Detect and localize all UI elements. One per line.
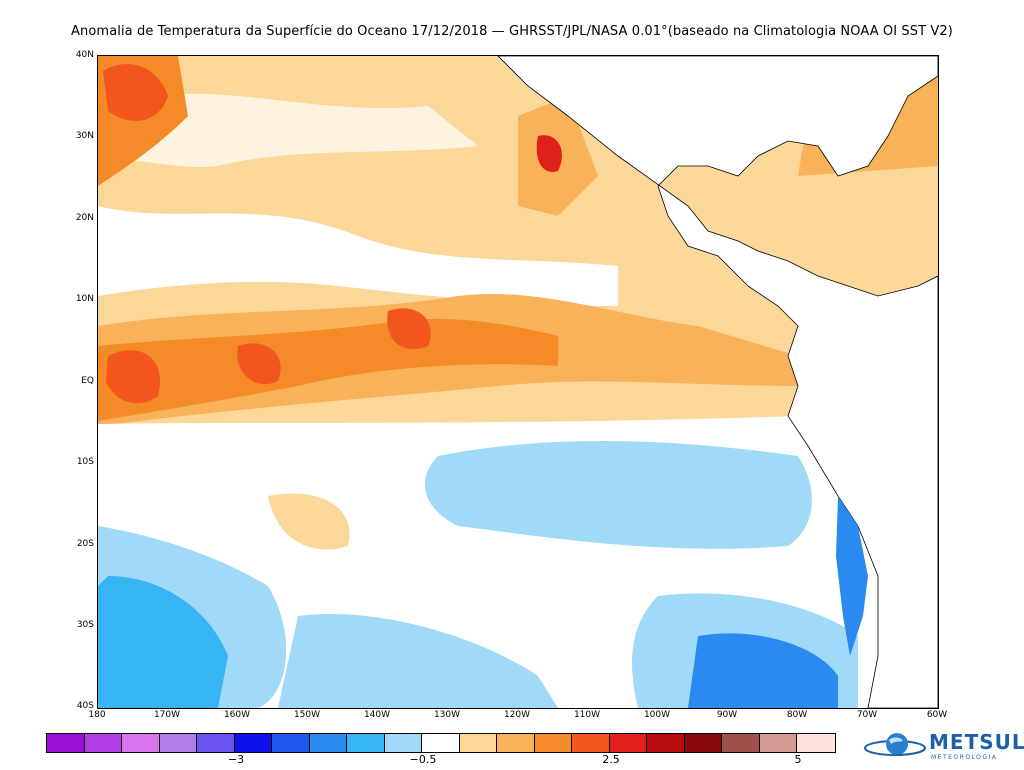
metsul-logo: METSUL METEOROLOGIA: [857, 728, 1024, 764]
colorbar-swatch: [534, 734, 572, 752]
lat-tick-label: 40N: [75, 50, 94, 60]
logo-text: METSUL: [929, 730, 1024, 754]
logo-subtext: METEOROLOGIA: [931, 754, 998, 761]
lon-tick-label: 60W: [926, 710, 948, 720]
strong-warm-spot: [237, 343, 281, 385]
lon-tick-label: 180: [88, 710, 106, 720]
lon-tick-label: 100W: [643, 710, 671, 720]
cool-anomaly-region: [424, 441, 812, 549]
neutral-region: [98, 206, 618, 306]
colorbar-swatch: [609, 734, 647, 752]
cool-anomaly-core: [98, 576, 228, 708]
colorbar-swatch: [572, 734, 610, 752]
colorbar-swatch: [459, 734, 497, 752]
warm-anomaly-core: [98, 318, 558, 421]
lon-tick-label: 160W: [223, 710, 251, 720]
lon-tick-label: 170W: [153, 710, 181, 720]
lat-tick-label: 30S: [76, 620, 94, 630]
globe-icon: [864, 733, 926, 756]
colorbar-label: −3: [227, 753, 245, 766]
strong-warm-spot: [536, 135, 562, 172]
colorbar-label: 2.5: [602, 753, 620, 766]
colorbar-swatch: [197, 734, 235, 752]
lat-tick-label: 30N: [75, 131, 94, 141]
colorbar-swatch: [384, 734, 422, 752]
colorbar-swatch: [759, 734, 797, 752]
lon-tick-label: 80W: [786, 710, 808, 720]
lat-tick-label: EQ: [81, 376, 94, 386]
color-scale-bar: [46, 733, 836, 753]
cool-anomaly-region: [278, 614, 558, 708]
colorbar-swatch: [722, 734, 760, 752]
strong-warm-spot: [106, 350, 160, 404]
colorbar-swatch: [84, 734, 122, 752]
lon-tick-label: 70W: [856, 710, 878, 720]
cool-anomaly-core: [688, 633, 838, 708]
colorbar-swatch: [647, 734, 685, 752]
colorbar-label: −0.5: [409, 753, 437, 766]
lat-tick-label: 10S: [76, 457, 94, 467]
lon-tick-label: 110W: [573, 710, 601, 720]
land-mass: [497, 56, 938, 708]
warm-anomaly-patch: [268, 493, 350, 550]
lon-tick-label: 90W: [716, 710, 738, 720]
lat-tick-label: 10N: [75, 294, 94, 304]
colorbar-swatch: [272, 734, 310, 752]
colorbar-swatch: [497, 734, 535, 752]
coastal-cool-strip: [836, 496, 868, 656]
lat-tick-label: 20N: [75, 213, 94, 223]
neutral-region: [98, 93, 478, 168]
map-title: Anomalia de Temperatura da Superfície do…: [71, 24, 953, 39]
lat-tick-label: 20S: [76, 539, 94, 549]
strong-warm-spot: [103, 64, 168, 121]
lon-tick-label: 130W: [433, 710, 461, 720]
colorbar-swatch: [797, 734, 835, 752]
sst-anomaly-field: [98, 56, 938, 708]
colorbar-swatch: [159, 734, 197, 752]
lon-tick-label: 150W: [293, 710, 321, 720]
lon-tick-label: 120W: [503, 710, 531, 720]
colorbar-swatch: [309, 734, 347, 752]
sst-anomaly-map: [97, 55, 939, 709]
colorbar-swatch: [684, 734, 722, 752]
strong-warm-spot: [387, 308, 431, 350]
colorbar-swatch: [347, 734, 385, 752]
lon-tick-label: 140W: [363, 710, 391, 720]
lat-tick-label: 40S: [76, 701, 94, 711]
colorbar-swatch: [122, 734, 160, 752]
colorbar-swatch: [422, 734, 460, 752]
colorbar-swatch: [47, 734, 85, 752]
colorbar-swatch: [234, 734, 272, 752]
colorbar-label: 5: [794, 753, 802, 766]
